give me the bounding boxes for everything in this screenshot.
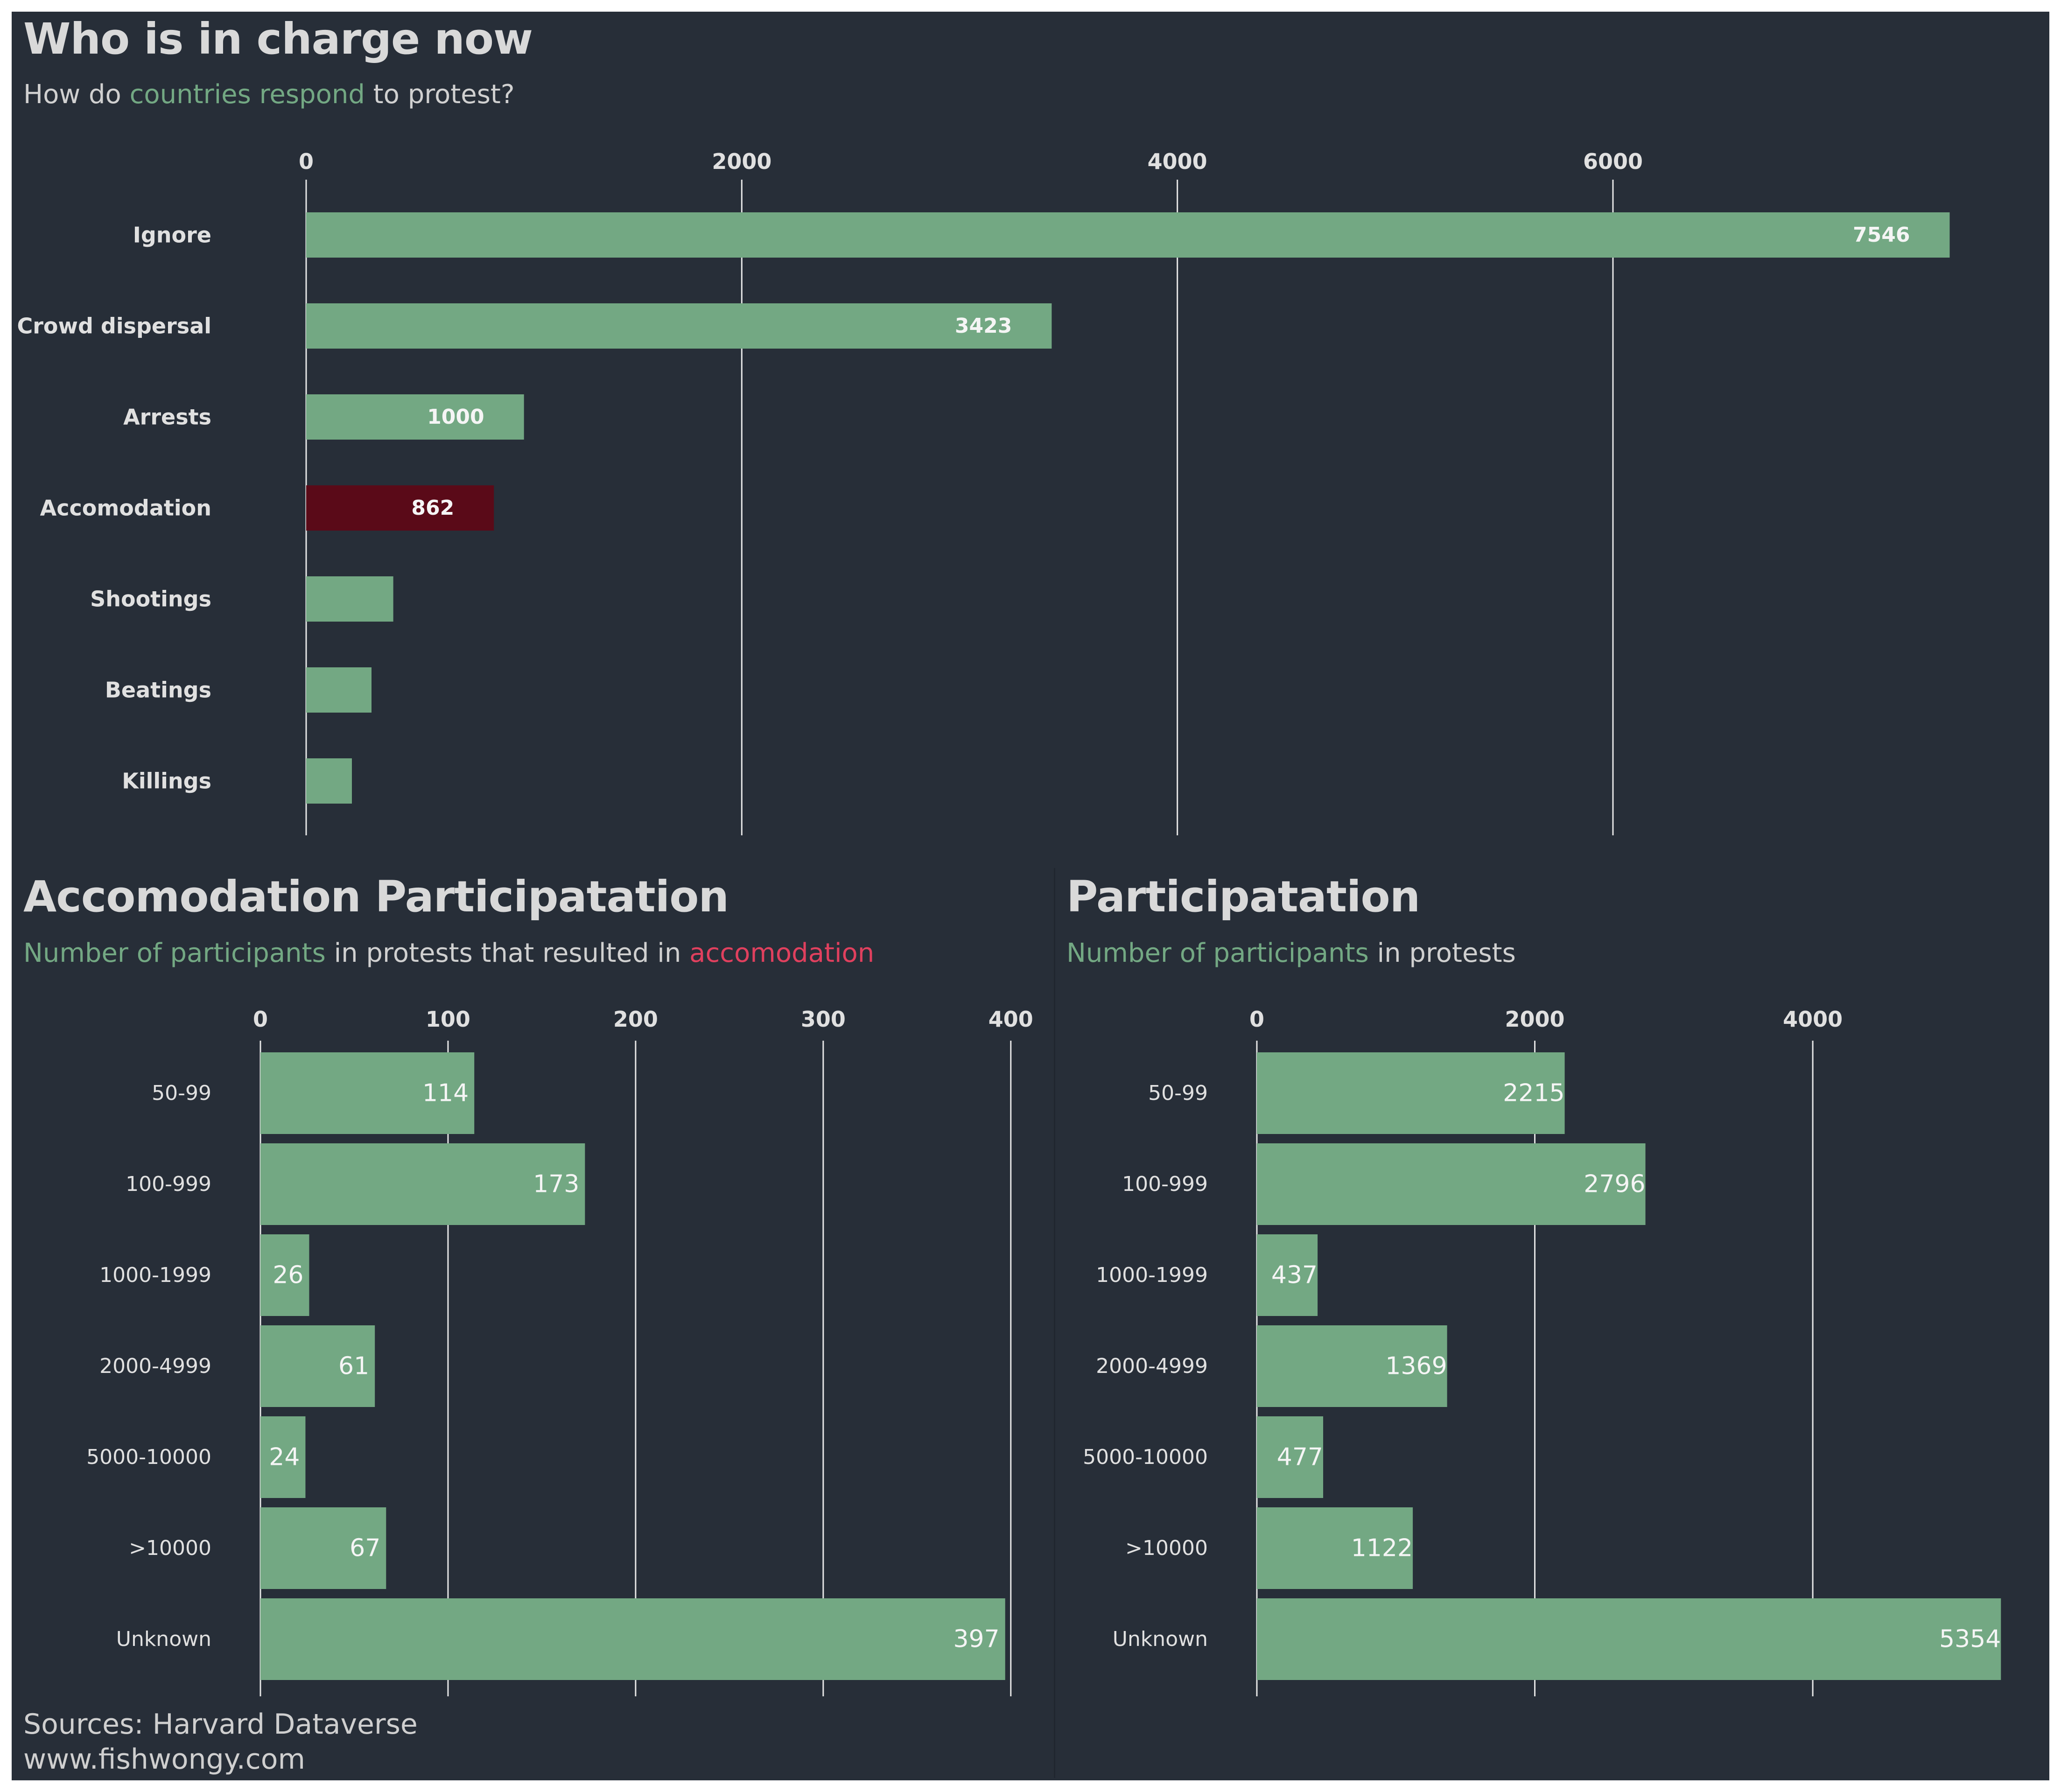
left-bar <box>260 1143 585 1225</box>
right-data-label: 1369 <box>1385 1352 1447 1380</box>
left-category-label: 1000-1999 <box>99 1263 211 1287</box>
subtitle-pre: How do <box>23 79 130 110</box>
left-category-label: 5000-10000 <box>86 1445 211 1469</box>
right-panel-title: Participatation <box>1066 872 1420 922</box>
right-tick-label: 0 <box>1249 1007 1264 1032</box>
left-data-label: 61 <box>338 1352 369 1380</box>
top-bar <box>306 758 352 804</box>
right-data-label: 2215 <box>1503 1079 1564 1107</box>
top-category-label: Killings <box>122 769 211 794</box>
left-bar <box>260 1598 1005 1680</box>
left-category-label: 100-999 <box>126 1172 211 1196</box>
top-bar <box>306 394 524 440</box>
left-bar <box>260 1052 475 1134</box>
left-data-label: 397 <box>953 1625 999 1653</box>
right-tick-label: 2000 <box>1505 1007 1565 1032</box>
right-bar <box>1257 1598 2001 1680</box>
left-category-label: 50-99 <box>152 1081 211 1105</box>
left-bar <box>260 1234 309 1316</box>
right-data-label: 477 <box>1277 1443 1323 1471</box>
right-category-label: 5000-10000 <box>1083 1445 1208 1469</box>
top-tick-label: 6000 <box>1583 149 1643 174</box>
left-category-label: Unknown <box>116 1627 211 1651</box>
top-data-label: 862 <box>411 496 454 520</box>
right-category-label: 100-999 <box>1122 1172 1208 1196</box>
left-tick-label: 200 <box>613 1007 658 1032</box>
right-bar <box>1257 1234 1318 1316</box>
top-bar <box>306 576 393 622</box>
right-bar <box>1257 1416 1324 1498</box>
panel-divider <box>1054 868 1055 1778</box>
top-tick-label: 4000 <box>1148 149 1207 174</box>
right-bar <box>1257 1143 1646 1225</box>
top-category-label: Shootings <box>90 587 211 612</box>
left-tick-label: 300 <box>801 1007 846 1032</box>
left-subtitle-mid: in protests that resulted in <box>325 938 690 968</box>
response-bar-chart: 0 2000 4000 6000 Ignore 7546 Crowd dispersal 34… <box>17 149 1950 835</box>
right-panel-subtitle: Number of participants in protests <box>1066 938 1516 968</box>
top-tick-label: 2000 <box>712 149 771 174</box>
top-category-label: Ignore <box>133 223 211 248</box>
right-data-label: 1122 <box>1351 1534 1413 1562</box>
left-category-label: 2000-4999 <box>99 1354 211 1378</box>
top-category-label: Crowd dispersal <box>17 314 211 339</box>
top-data-label: 7546 <box>1853 223 1910 247</box>
left-tick-label: 100 <box>426 1007 470 1032</box>
left-subtitle-hl1: Number of participants <box>23 938 326 968</box>
top-category-label: Beatings <box>105 678 211 703</box>
subtitle-post: to protest? <box>365 79 515 110</box>
left-data-label: 26 <box>273 1261 303 1289</box>
left-panel-subtitle: Number of participants in protests that … <box>23 938 874 968</box>
left-data-label: 173 <box>533 1170 579 1198</box>
left-subtitle-hl2: accomodation <box>689 938 875 968</box>
right-tick-label: 4000 <box>1783 1007 1843 1032</box>
top-data-label: 3423 <box>955 314 1012 338</box>
left-bar <box>260 1507 386 1589</box>
top-bar <box>306 212 1950 258</box>
left-data-label: 24 <box>269 1443 300 1471</box>
right-category-label: 50-99 <box>1148 1081 1208 1105</box>
right-category-label: Unknown <box>1113 1627 1208 1651</box>
right-data-label: 2796 <box>1584 1170 1645 1198</box>
subtitle-highlight: countries respond <box>129 79 365 110</box>
right-data-label: 437 <box>1271 1261 1318 1289</box>
left-data-label: 67 <box>350 1534 380 1562</box>
right-subtitle-post: in protests <box>1368 938 1516 968</box>
top-bar <box>306 485 494 531</box>
right-category-label: 2000-4999 <box>1096 1354 1208 1378</box>
top-bar <box>306 303 1052 349</box>
source-note: Sources: Harvard Dataverse <box>23 1708 418 1741</box>
top-data-label: 1000 <box>427 405 484 429</box>
left-tick-label: 0 <box>253 1007 268 1032</box>
top-category-label: Arrests <box>123 405 211 430</box>
left-bar <box>260 1325 375 1407</box>
page-title: Who is in charge now <box>23 14 533 64</box>
right-subtitle-hl: Number of participants <box>1066 938 1369 968</box>
left-data-label: 114 <box>422 1079 469 1107</box>
top-tick-label: 0 <box>299 149 314 174</box>
top-category-label: Accomodation <box>40 496 211 521</box>
right-bar <box>1257 1325 1447 1407</box>
right-bar <box>1257 1052 1565 1134</box>
page-subtitle: How do countries respond to protest? <box>23 79 515 110</box>
right-category-label: 1000-1999 <box>1096 1263 1208 1287</box>
right-data-label: 5354 <box>1939 1625 2001 1653</box>
right-bar <box>1257 1507 1413 1589</box>
left-panel-title: Accomodation Participatation <box>23 872 729 922</box>
website-note: www.fishwongy.com <box>23 1743 305 1776</box>
left-category-label: >10000 <box>129 1536 211 1560</box>
left-bar <box>260 1416 306 1498</box>
left-tick-label: 400 <box>988 1007 1033 1032</box>
right-category-label: >10000 <box>1125 1536 1208 1560</box>
top-bar <box>306 667 372 713</box>
